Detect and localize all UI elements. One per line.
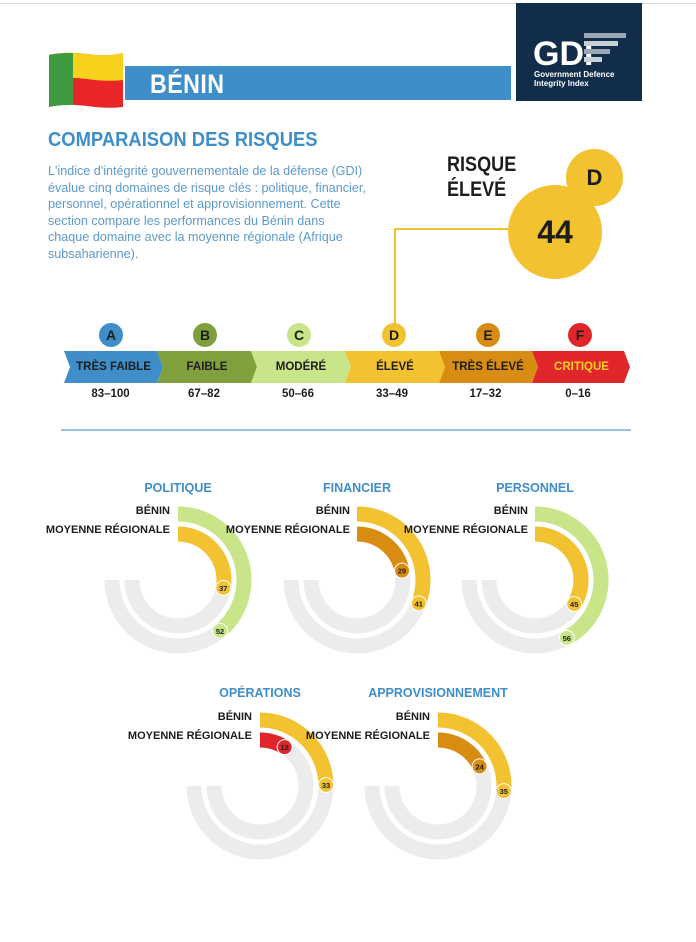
band-label-f: CRITIQUE: [554, 361, 609, 373]
chart-title-personnel: PERSONNEL: [496, 481, 574, 495]
risk-level-line-1: RISQUE: [447, 153, 517, 176]
band-label-b: FAIBLE: [186, 361, 228, 373]
bar-regional-politique: [177, 506, 252, 637]
bar-regional-personnel: [534, 506, 609, 645]
legend-regional-financier: MOYENNE RÉGIONALE: [225, 524, 350, 536]
band-label-c: MODÉRÉ: [275, 361, 327, 373]
risk-level: RISQUE ÉLEVÉ: [447, 152, 516, 202]
value-regional-operations-label: 33: [322, 781, 330, 790]
value-regional-operations-badge: [317, 776, 334, 793]
overall-grade: D: [566, 149, 623, 206]
legend-country-politique: BÉNIN: [135, 505, 170, 517]
bar-regional-approvisionnement: [437, 712, 512, 792]
grade-a-badge: A: [99, 323, 123, 347]
scale-band-f: [532, 351, 630, 383]
range-c: 50–66: [282, 388, 314, 400]
value-country-politique-label: 37: [219, 584, 227, 593]
legend-country-operations: BÉNIN: [217, 711, 252, 723]
legend-regional-operations: MOYENNE RÉGIONALE: [127, 730, 252, 742]
bar-regional-financier: [356, 506, 431, 606]
scale-band-a: [64, 351, 163, 383]
grade-scale: [64, 351, 630, 383]
value-country-financier-label: 29: [398, 567, 406, 576]
logo-line-2: Integrity Index: [534, 79, 589, 88]
band-label-a: TRÈS FAIBLE: [76, 361, 151, 373]
chart-title-approvisionnement: APPROVISIONNEMENT: [368, 686, 508, 700]
value-country-personnel-badge: [566, 596, 583, 613]
scale-band-c: [251, 351, 351, 383]
value-country-politique-badge: [215, 579, 232, 596]
value-country-operations-label: 12: [280, 743, 288, 752]
value-regional-approvisionnement-badge: [495, 783, 512, 800]
range-d: 33–49: [376, 388, 408, 400]
bar-country-politique: [177, 526, 232, 590]
value-regional-financier-badge: [410, 595, 427, 612]
scale-band-b: [157, 351, 257, 383]
range-a: 83–100: [91, 388, 130, 400]
value-regional-personnel-label: 56: [563, 634, 571, 643]
section-title: COMPARAISON DES RISQUES: [48, 129, 318, 151]
value-regional-approvisionnement-label: 35: [500, 787, 508, 796]
grade-c-badge: C: [287, 323, 311, 347]
risk-level-line-2: ÉLEVÉ: [447, 178, 507, 201]
grade-d-badge: D: [382, 323, 406, 347]
logo-line-1: Government Defence: [534, 70, 615, 79]
bar-regional-operations: [259, 712, 334, 786]
chart-title-politique: POLITIQUE: [144, 481, 212, 495]
range-e: 17–32: [469, 388, 502, 400]
intro-paragraph: L'indice d'intégrité gouvernementale de …: [48, 164, 366, 261]
legend-country-personnel: BÉNIN: [493, 505, 528, 517]
grade-b-badge: B: [193, 323, 217, 347]
legend-country-approvisionnement: BÉNIN: [395, 711, 430, 723]
country-title: BÉNIN: [150, 69, 225, 99]
value-regional-financier-label: 41: [415, 599, 423, 608]
title-bar: [125, 66, 511, 100]
legend-regional-personnel: MOYENNE RÉGIONALE: [403, 524, 528, 536]
grade-f-badge: F: [568, 323, 592, 347]
value-regional-politique-label: 52: [216, 627, 224, 636]
track-inner-operations: [206, 732, 314, 840]
band-label-e: TRÈS ÉLEVÉ: [452, 361, 524, 373]
scale-band-e: [439, 351, 538, 383]
section-divider: [61, 429, 631, 431]
benin-flag-icon: [49, 52, 123, 108]
band-label-d: ÉLEVÉ: [376, 361, 414, 373]
value-country-operations-badge: [276, 739, 293, 756]
chart-title-operations: OPÉRATIONS: [219, 686, 301, 700]
value-country-financier-badge: [394, 562, 411, 579]
top-rule: [0, 3, 696, 4]
value-country-approvisionnement-label: 24: [475, 762, 484, 771]
value-country-personnel-label: 45: [570, 600, 578, 609]
value-regional-politique-badge: [212, 622, 229, 639]
legend-regional-approvisionnement: MOYENNE RÉGIONALE: [305, 730, 430, 742]
scale-band-d: [345, 351, 445, 383]
bar-country-financier: [356, 526, 410, 573]
legend-country-financier: BÉNIN: [315, 505, 350, 517]
legend-regional-politique: MOYENNE RÉGIONALE: [45, 524, 170, 536]
value-regional-personnel-badge: [558, 629, 575, 646]
grade-e-badge: E: [476, 323, 500, 347]
value-country-approvisionnement-badge: [471, 758, 488, 775]
chart-title-financier: FINANCIER: [322, 481, 392, 495]
logo-mark: GDI: [533, 35, 593, 73]
score-connector-vertical: [394, 228, 396, 325]
score-connector: [394, 228, 509, 230]
bar-country-personnel: [534, 526, 589, 608]
range-f: 0–16: [565, 388, 591, 400]
gdi-logo: GDI Government Defence Integrity Index: [516, 3, 642, 101]
range-b: 67–82: [188, 388, 220, 400]
